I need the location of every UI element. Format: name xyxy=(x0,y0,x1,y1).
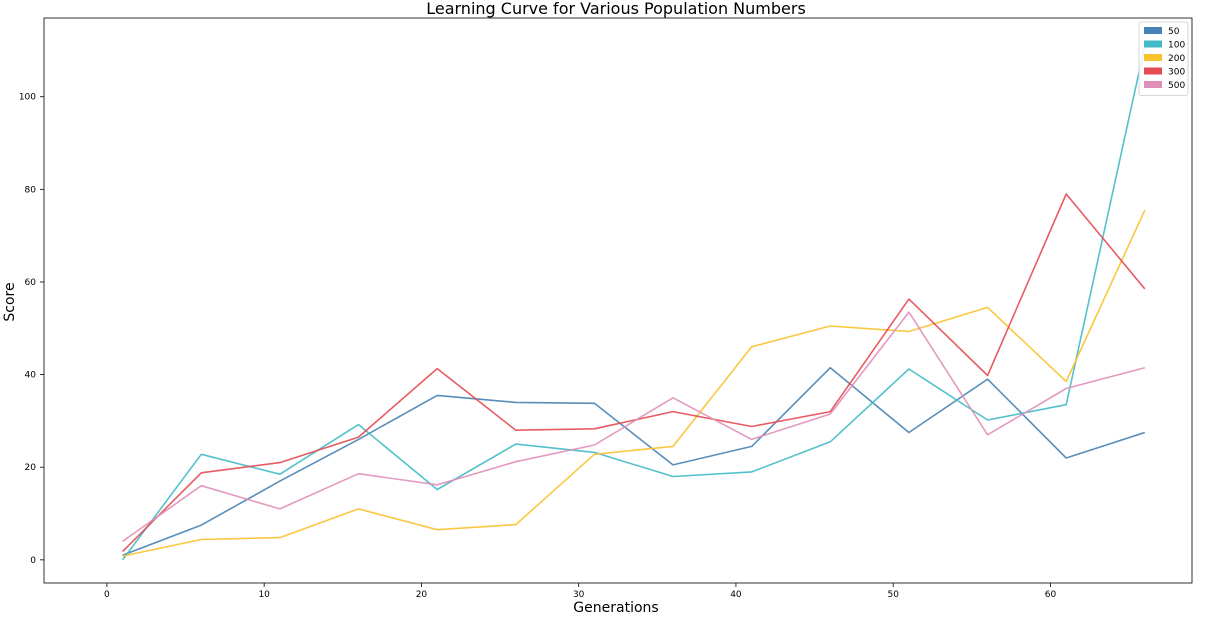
series-line-100 xyxy=(121,45,1146,561)
y-tick-label: 0 xyxy=(30,556,36,566)
y-tick-label: 80 xyxy=(25,185,37,195)
legend-swatch-500 xyxy=(1144,81,1162,88)
legend-label-300: 300 xyxy=(1168,68,1185,78)
y-axis-label: Score xyxy=(2,282,18,321)
y-tick-label: 60 xyxy=(25,278,37,288)
x-axis-label: Generations xyxy=(573,600,658,616)
series-line-500 xyxy=(122,311,1146,542)
legend-swatch-300 xyxy=(1144,67,1162,75)
series-line-50 xyxy=(122,366,1146,556)
legend-swatch-200 xyxy=(1144,54,1162,61)
x-tick-label: 20 xyxy=(416,590,428,600)
series-line-300 xyxy=(122,193,1146,553)
y-tick-label: 20 xyxy=(25,463,37,473)
x-tick-label: 40 xyxy=(730,590,742,600)
series-line-200 xyxy=(122,209,1146,557)
axis-ticks: 0 10 20 30 40 50 60 0 20 40 60 80 100 xyxy=(19,93,1057,600)
legend-frame xyxy=(1138,21,1189,96)
plot-frame xyxy=(43,17,1193,584)
x-tick-label: 60 xyxy=(1045,590,1057,600)
x-tick-label: 30 xyxy=(573,590,585,600)
y-tick-label: 100 xyxy=(19,93,36,103)
legend-label-500: 500 xyxy=(1168,81,1185,91)
legend: 50 100 200 300 500 xyxy=(1138,21,1189,96)
x-tick-label: 10 xyxy=(258,590,270,600)
x-tick-label: 50 xyxy=(887,590,899,600)
x-tick-label: 0 xyxy=(104,590,110,600)
legend-label-50: 50 xyxy=(1168,27,1180,37)
series-lines xyxy=(121,45,1146,561)
y-tick-label: 40 xyxy=(25,371,37,381)
chart-title: Learning Curve for Various Population Nu… xyxy=(426,0,806,18)
legend-swatch-50 xyxy=(1144,27,1162,34)
legend-label-100: 100 xyxy=(1168,41,1185,51)
legend-label-200: 200 xyxy=(1168,54,1185,64)
legend-swatch-100 xyxy=(1144,40,1162,48)
